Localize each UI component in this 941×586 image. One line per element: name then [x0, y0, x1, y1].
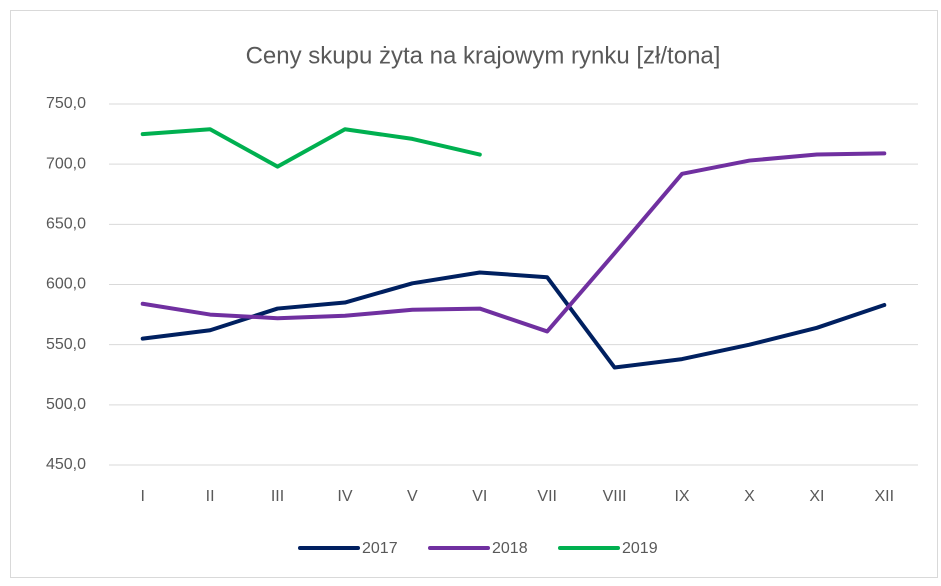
- y-tick-label: 550,0: [46, 336, 86, 353]
- x-tick-label: III: [271, 488, 284, 505]
- y-tick-label: 750,0: [46, 95, 86, 112]
- legend-label: 2018: [492, 540, 528, 557]
- x-tick-label: I: [140, 488, 144, 505]
- legend-label: 2017: [362, 540, 398, 557]
- chart-border: [10, 10, 938, 578]
- x-tick-label: V: [407, 488, 418, 505]
- x-tick-label: IX: [674, 488, 689, 505]
- y-tick-label: 500,0: [46, 396, 86, 413]
- line-series: [140, 127, 482, 169]
- x-tick-label: X: [744, 488, 755, 505]
- x-tick-label: VII: [537, 488, 557, 505]
- x-tick-label: II: [206, 488, 215, 505]
- x-tick-label: IV: [337, 488, 352, 505]
- x-tick-label: VI: [472, 488, 487, 505]
- y-tick-label: 650,0: [46, 216, 86, 233]
- legend-label: 2019: [622, 540, 658, 557]
- x-tick-label: XII: [875, 488, 895, 505]
- y-tick-label: 700,0: [46, 155, 86, 172]
- line-series: [140, 270, 887, 370]
- line-series: [140, 151, 887, 334]
- chart-title: Ceny skupu żyta na krajowym rynku [zł/to…: [246, 42, 721, 69]
- y-tick-label: 450,0: [46, 456, 86, 473]
- x-tick-label: XI: [809, 488, 824, 505]
- x-tick-label: VIII: [603, 488, 627, 505]
- y-tick-label: 600,0: [46, 276, 86, 293]
